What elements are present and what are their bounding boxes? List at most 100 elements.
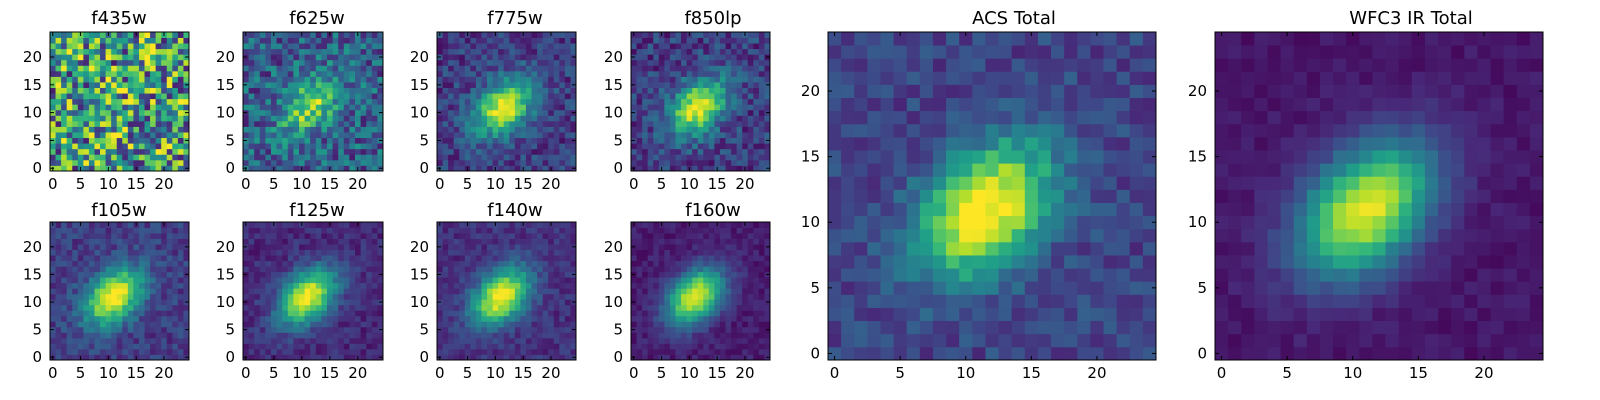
image-pixel (172, 249, 179, 256)
image-pixel (736, 165, 743, 172)
image-pixel (161, 143, 168, 150)
image-pixel (653, 59, 660, 66)
image-pixel (520, 260, 527, 267)
image-pixel (61, 93, 68, 100)
image-pixel (753, 132, 760, 139)
image-pixel (366, 321, 373, 328)
plot-frame (436, 31, 577, 172)
image-pixel (116, 154, 123, 161)
image-pixel (371, 299, 378, 306)
image-pixel (77, 104, 84, 111)
image-pixel (559, 249, 566, 256)
image-pixel (647, 304, 654, 311)
image-pixel (459, 260, 466, 267)
image-pixel (315, 159, 322, 166)
image-pixel (177, 154, 184, 161)
image-pixel (138, 104, 145, 111)
image-pixel (150, 260, 157, 267)
image-pixel (310, 93, 317, 100)
image-pixel (360, 70, 367, 77)
image-pixel (55, 332, 62, 339)
image-pixel (349, 98, 356, 105)
image-pixel (166, 104, 173, 111)
image-pixel (470, 65, 477, 72)
image-pixel (66, 271, 73, 278)
image-pixel (66, 32, 73, 38)
image-pixel (177, 227, 184, 234)
image-pixel (725, 148, 732, 155)
image-pixel (144, 227, 151, 234)
image-pixel (293, 233, 300, 239)
image-pixel (564, 115, 571, 122)
image-pixel (327, 282, 333, 289)
image-pixel (366, 137, 373, 144)
image-pixel (310, 348, 317, 355)
image-pixel (61, 260, 68, 267)
image-pixel (332, 266, 339, 273)
image-pixel (377, 115, 384, 122)
image-pixel (525, 148, 532, 155)
image-pixel (94, 93, 101, 100)
image-pixel (77, 82, 84, 88)
image-pixel (459, 282, 466, 289)
image-pixel (742, 310, 749, 317)
image-pixel (116, 233, 123, 239)
image-pixel (636, 137, 643, 144)
image-pixel (161, 260, 168, 267)
image-pixel (111, 255, 118, 262)
image-pixel (321, 310, 328, 317)
image-pixel (719, 159, 726, 166)
image-pixel (254, 126, 261, 133)
image-pixel (133, 277, 140, 284)
image-pixel (492, 143, 499, 150)
image-pixel (742, 126, 749, 133)
image-pixel (448, 165, 455, 172)
image-pixel (437, 59, 443, 66)
image-pixel (83, 143, 90, 150)
image-pixel (61, 299, 68, 306)
image-pixel (321, 337, 328, 344)
image-pixel (537, 233, 544, 239)
x-tick-label: 20 (348, 175, 367, 193)
image-pixel (343, 343, 350, 350)
image-pixel (166, 109, 173, 116)
image-pixel (714, 43, 721, 50)
image-pixel (321, 148, 328, 155)
image-pixel (265, 59, 272, 66)
image-pixel (66, 315, 73, 322)
image-pixel (481, 266, 488, 273)
image-pixel (77, 288, 84, 295)
image-pixel (150, 109, 157, 116)
image-pixel (332, 227, 339, 234)
image-pixel (327, 348, 333, 355)
image-pixel (248, 249, 255, 256)
image-pixel (371, 321, 378, 328)
image-pixel (183, 93, 190, 100)
image-pixel (531, 104, 538, 111)
image-pixel (183, 143, 190, 150)
image-pixel (509, 288, 516, 295)
image-pixel (514, 109, 521, 116)
image-pixel (703, 132, 710, 139)
image-pixel (548, 126, 555, 133)
image-pixel (310, 260, 317, 267)
image-pixel (570, 277, 577, 284)
image-pixel (77, 227, 84, 234)
image-pixel (111, 343, 118, 350)
image-pixel (747, 104, 754, 111)
image-pixel (437, 238, 443, 245)
image-pixel (492, 332, 499, 339)
image-pixel (475, 337, 482, 344)
image-pixel (282, 143, 289, 150)
image-pixel (736, 32, 743, 38)
image-pixel (293, 165, 300, 172)
image-pixel (282, 154, 289, 161)
image-pixel (753, 143, 760, 150)
image-pixel (315, 348, 322, 355)
image-pixel (636, 299, 643, 306)
image-pixel (299, 104, 305, 111)
image-pixel (155, 143, 162, 150)
image-pixel (631, 120, 637, 127)
image-pixel (310, 137, 317, 144)
image-pixel (564, 288, 571, 295)
